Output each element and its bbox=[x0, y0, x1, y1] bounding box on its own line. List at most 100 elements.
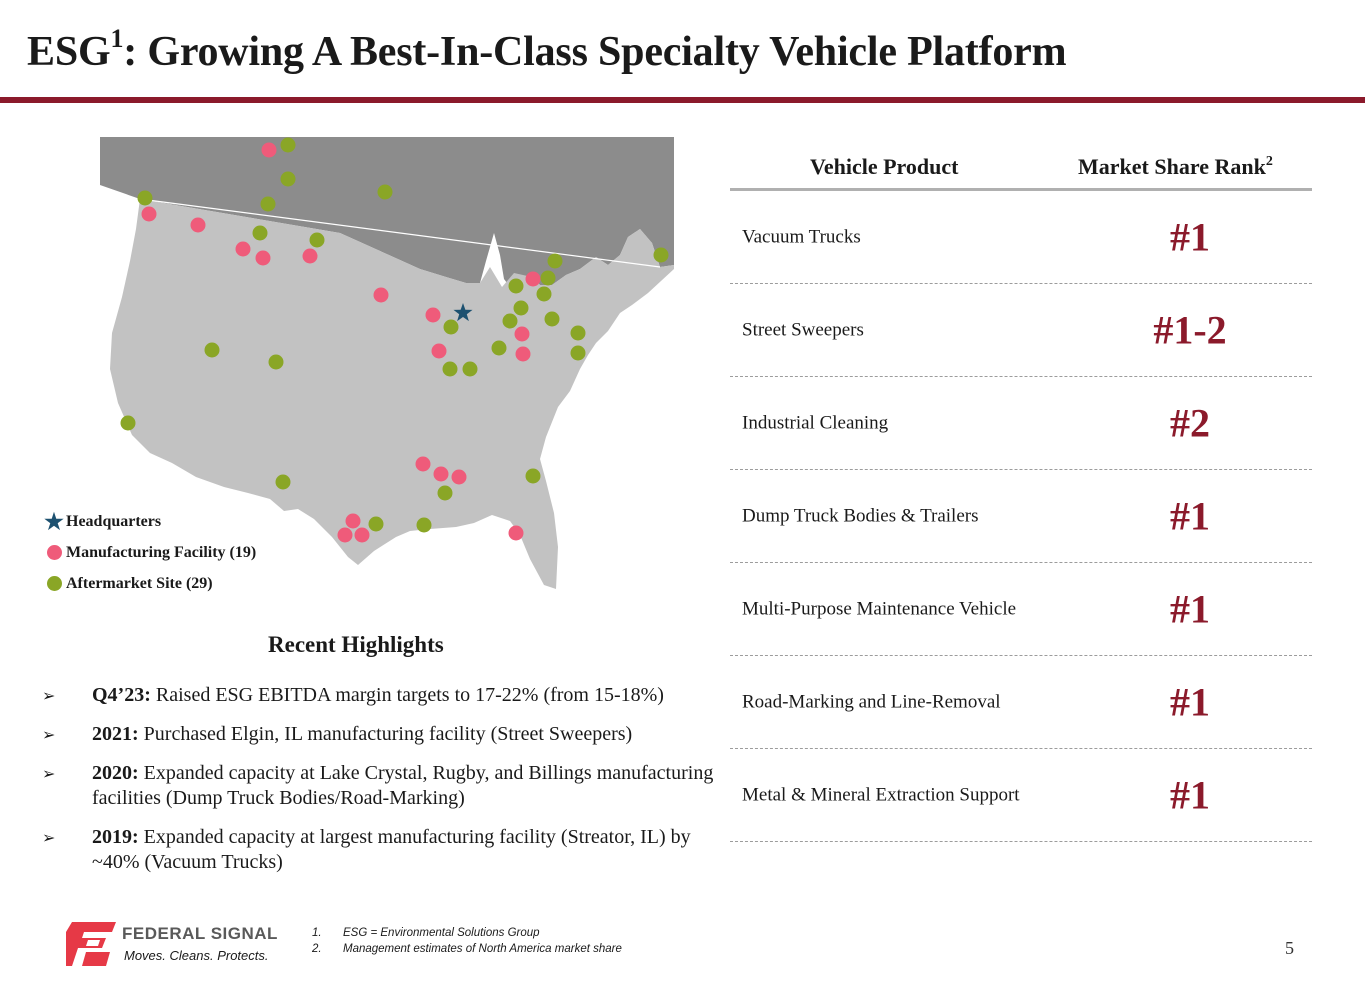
rank-value: #1 bbox=[1170, 214, 1210, 260]
arrow-bullet-icon: ➢ bbox=[42, 764, 56, 783]
manufacturing-facility-marker bbox=[255, 250, 271, 266]
aftermarket-site-marker bbox=[268, 354, 284, 370]
aftermarket-site-marker bbox=[137, 190, 153, 206]
aftermarket-site-marker bbox=[280, 137, 296, 153]
aftermarket-site-marker bbox=[547, 253, 563, 269]
north-america-map bbox=[100, 137, 674, 589]
list-item: ➢ 2021: Purchased Elgin, IL manufacturing… bbox=[42, 723, 633, 745]
rank-value: #1-2 bbox=[1153, 307, 1227, 353]
rank-value: #1 bbox=[1170, 493, 1210, 539]
aftermarket-site-marker bbox=[491, 340, 507, 356]
table-header: Vehicle Product Market Share Rank2 bbox=[730, 140, 1312, 191]
page-number: 5 bbox=[1285, 938, 1294, 958]
red-dot-icon bbox=[46, 545, 62, 560]
aftermarket-site-marker bbox=[536, 286, 552, 302]
aftermarket-site-marker bbox=[275, 474, 291, 490]
legend-item-manufacturing: Manufacturing Facility (19) bbox=[42, 537, 256, 568]
rank-value: #1 bbox=[1170, 679, 1210, 725]
rank-value: #1 bbox=[1170, 586, 1210, 632]
manufacturing-facility-marker bbox=[354, 527, 370, 543]
manufacturing-facility-marker bbox=[235, 241, 251, 257]
product-name: Street Sweepers bbox=[742, 319, 864, 341]
manufacturing-facility-marker bbox=[431, 343, 447, 359]
legend-item-headquarters: ★ Headquarters bbox=[44, 508, 162, 534]
map-borders bbox=[139, 198, 661, 268]
arrow-bullet-icon: ➢ bbox=[42, 686, 56, 705]
aftermarket-site-marker bbox=[368, 516, 384, 532]
header-vehicle-product: Vehicle Product bbox=[810, 154, 959, 179]
list-item: ➢ 2020: Expanded capacity at Lake Crystal… bbox=[42, 762, 714, 809]
highlights-title: Recent Highlights bbox=[268, 632, 444, 657]
table-row: Industrial Cleaning #2 bbox=[730, 377, 1312, 470]
manufacturing-facility-marker bbox=[415, 456, 431, 472]
product-name: Metal & Mineral Extraction Support bbox=[742, 784, 1020, 806]
footnote-item: 2. Management estimates of North America … bbox=[312, 943, 622, 955]
aftermarket-site-marker bbox=[653, 247, 669, 263]
title-divider bbox=[0, 97, 1365, 103]
header-market-share-rank: Market Share Rank2 bbox=[1078, 154, 1273, 179]
aftermarket-site-marker bbox=[120, 415, 136, 431]
table-row: Street Sweepers #1-2 bbox=[730, 284, 1312, 377]
logo-name: FEDERAL SIGNAL bbox=[122, 924, 278, 943]
manufacturing-facility-marker bbox=[302, 248, 318, 264]
manufacturing-facility-marker bbox=[190, 217, 206, 233]
green-dot-icon bbox=[46, 576, 62, 591]
manufacturing-facility-marker bbox=[425, 307, 441, 323]
product-name: Industrial Cleaning bbox=[742, 412, 889, 434]
aftermarket-site-marker bbox=[252, 225, 268, 241]
footnotes: 1. ESG = Environmental Solutions Group 2.… bbox=[312, 927, 622, 959]
manufacturing-facility-marker bbox=[373, 287, 389, 303]
page-title: ESG1: Growing A Best-In-Class Specialty … bbox=[27, 24, 1067, 75]
list-item: ➢ Q4’23: Raised ESG EBITDA margin targets… bbox=[42, 684, 664, 706]
product-name: Vacuum Trucks bbox=[742, 226, 861, 248]
aftermarket-site-marker bbox=[437, 485, 453, 501]
map-markers bbox=[120, 137, 669, 543]
table-row: Metal & Mineral Extraction Support #1 bbox=[730, 749, 1312, 842]
united-states-region bbox=[110, 199, 674, 589]
table-row: Vacuum Trucks #1 bbox=[730, 191, 1312, 284]
rank-value: #1 bbox=[1170, 772, 1210, 818]
market-share-table: Vehicle Product Market Share Rank2 Vacuu… bbox=[730, 140, 1312, 842]
aftermarket-site-marker bbox=[442, 361, 458, 377]
aftermarket-site-marker bbox=[513, 300, 529, 316]
product-name: Multi-Purpose Maintenance Vehicle bbox=[742, 598, 1017, 620]
title-footnote-ref: 1 bbox=[110, 24, 124, 53]
map-legend: ★ Headquarters Manufacturing Facility (1… bbox=[42, 506, 256, 599]
aftermarket-site-marker bbox=[508, 278, 524, 294]
aftermarket-site-marker bbox=[462, 361, 478, 377]
aftermarket-site-marker bbox=[280, 171, 296, 187]
aftermarket-site-marker bbox=[540, 270, 556, 286]
manufacturing-facility-marker bbox=[525, 271, 541, 287]
rank-value: #2 bbox=[1170, 400, 1210, 446]
aftermarket-site-marker bbox=[544, 311, 560, 327]
table-row: Multi-Purpose Maintenance Vehicle #1 bbox=[730, 563, 1312, 656]
aftermarket-site-marker bbox=[443, 319, 459, 335]
logo-tagline: Moves. Cleans. Protects. bbox=[124, 948, 269, 963]
arrow-bullet-icon: ➢ bbox=[42, 725, 56, 744]
manufacturing-facility-marker bbox=[345, 513, 361, 529]
aftermarket-site-marker bbox=[525, 468, 541, 484]
manufacturing-facility-marker bbox=[451, 469, 467, 485]
arrow-bullet-icon: ➢ bbox=[42, 828, 56, 847]
aftermarket-site-marker bbox=[309, 232, 325, 248]
manufacturing-facility-marker bbox=[433, 466, 449, 482]
highlights-list: ➢ Q4’23: Raised ESG EBITDA margin targets… bbox=[42, 683, 722, 889]
federal-signal-logo-icon bbox=[66, 922, 116, 966]
aftermarket-site-marker bbox=[204, 342, 220, 358]
aftermarket-site-marker bbox=[377, 184, 393, 200]
product-name: Road-Marking and Line-Removal bbox=[742, 691, 1001, 713]
list-item: ➢ 2019: Expanded capacity at largest manu… bbox=[42, 826, 691, 873]
headquarters-star-icon bbox=[453, 303, 473, 322]
aftermarket-site-marker bbox=[502, 313, 518, 329]
aftermarket-site-marker bbox=[570, 345, 586, 361]
manufacturing-facility-marker bbox=[515, 346, 531, 362]
manufacturing-facility-marker bbox=[514, 326, 530, 342]
facility-map bbox=[100, 137, 675, 595]
aftermarket-site-marker bbox=[416, 517, 432, 533]
legend-item-aftermarket: Aftermarket Site (29) bbox=[42, 568, 256, 599]
manufacturing-facility-marker bbox=[337, 527, 353, 543]
table-row: Road-Marking and Line-Removal #1 bbox=[730, 656, 1312, 749]
manufacturing-facility-marker bbox=[141, 206, 157, 222]
star-icon: ★ bbox=[44, 508, 64, 534]
table-row: Dump Truck Bodies & Trailers #1 bbox=[730, 470, 1312, 563]
